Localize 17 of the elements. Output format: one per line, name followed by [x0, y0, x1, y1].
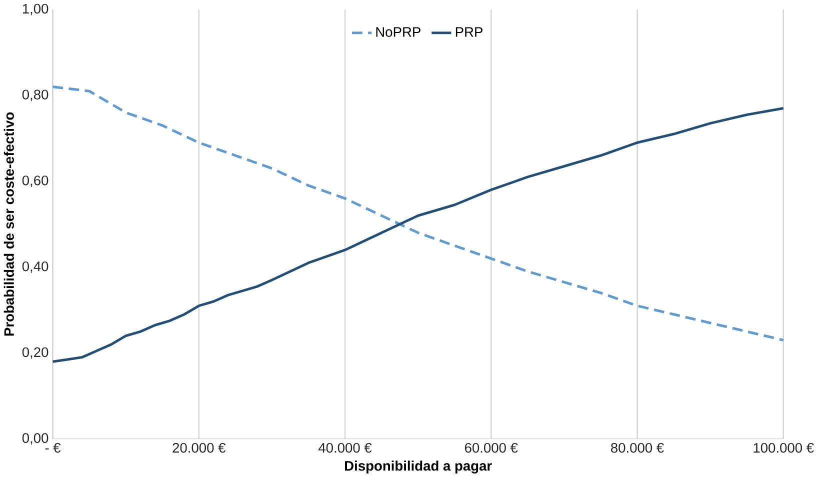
x-tick-label: 80.000 €	[610, 442, 664, 453]
y-tick-label: 0,40	[22, 261, 48, 273]
y-tick-label: 1,00	[22, 4, 48, 16]
legend-label: NoPRP	[376, 27, 420, 37]
x-tick-label: - €	[45, 442, 61, 453]
y-tick-label: 0,20	[22, 347, 48, 359]
legend-label: PRP	[456, 27, 482, 37]
x-tick-label: 60.000 €	[464, 442, 518, 453]
line-series	[52, 85, 785, 342]
y-tick-label: 0,00	[22, 433, 48, 444]
x-tick-label: 100.000 €	[754, 442, 814, 453]
y-tick-label: 0,80	[22, 90, 48, 101]
x-tick-label: 40.000 €	[318, 442, 372, 453]
x-axis-title: Disponibilidad a pagar	[345, 460, 492, 474]
y-axis-title: Probabilidad de ser coste-efectivo	[4, 112, 14, 336]
x-tick-label: 20.000 €	[172, 442, 226, 453]
y-tick-label: 0,60	[22, 175, 48, 187]
